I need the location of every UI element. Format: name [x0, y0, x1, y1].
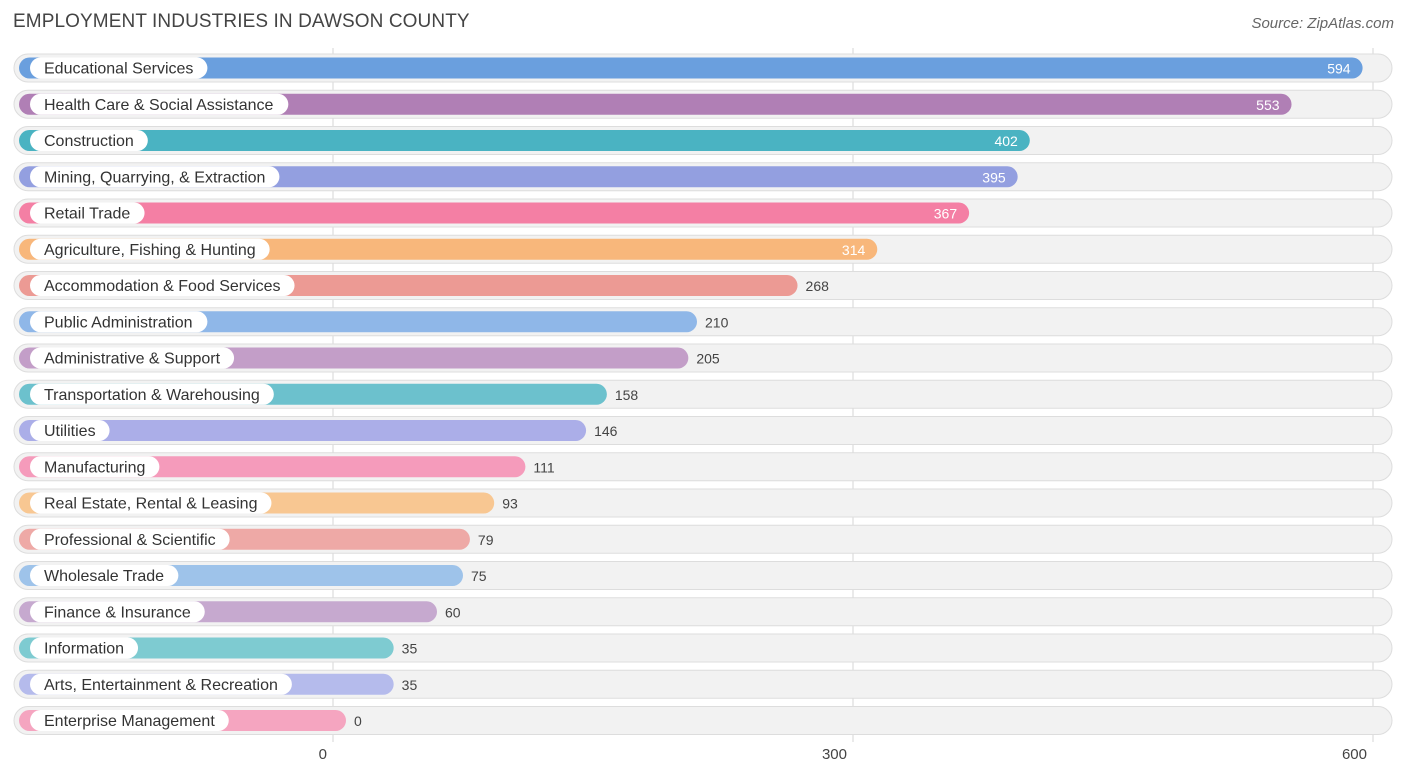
value-label: 367: [934, 206, 958, 222]
x-tick-label: 300: [822, 746, 847, 763]
category-label-pill: [30, 601, 205, 623]
bar-row: Accommodation & Food Services 268: [13, 271, 1393, 300]
value-label: 35: [402, 641, 418, 657]
value-label: 395: [982, 169, 1006, 185]
category-label-pill: [30, 565, 179, 586]
category-label: Public Administration: [44, 314, 193, 331]
bar-row: Educational Services 594: [13, 53, 1393, 83]
value-label: 93: [502, 496, 518, 512]
category-label: Finance & Insurance: [44, 604, 191, 621]
category-label: Arts, Entertainment & Recreation: [44, 677, 278, 694]
value-label: 158: [615, 387, 639, 403]
bar-row: Wholesale Trade 75: [13, 561, 1393, 590]
chart-title: EMPLOYMENT INDUSTRIES IN DAWSON COUNTY: [13, 11, 470, 32]
bar-row: Manufacturing 111: [13, 452, 1393, 482]
value-label: 111: [533, 459, 554, 475]
category-label-pill: [30, 202, 145, 224]
category-label-pill: [30, 130, 148, 151]
bar-row: Health Care & Social Assistance 553: [13, 89, 1393, 119]
bar: [19, 130, 1030, 151]
value-label: 35: [402, 677, 418, 693]
category-label-pill: [30, 637, 139, 659]
x-tick-label: 0: [319, 746, 327, 763]
bar-row: Enterprise Management 0: [13, 706, 1393, 735]
category-label: Accommodation & Food Services: [44, 278, 281, 295]
category-label-pill: [30, 57, 208, 79]
category-label-pill: [30, 166, 280, 188]
category-label: Retail Trade: [44, 206, 130, 223]
category-label-pill: [30, 238, 270, 260]
category-label-pill: [30, 93, 289, 115]
bar: [19, 202, 970, 224]
category-label: Agriculture, Fishing & Hunting: [44, 242, 256, 259]
category-label: Health Care & Social Assistance: [44, 97, 274, 114]
category-label-pill: [30, 492, 272, 514]
value-label: 314: [842, 242, 866, 258]
category-label-pill: [30, 456, 160, 478]
value-label: 146: [594, 423, 618, 439]
bar-row: Information 35: [13, 633, 1393, 663]
bar-track: [13, 706, 1393, 735]
category-label: Educational Services: [44, 61, 193, 78]
category-label: Construction: [44, 133, 134, 150]
bar-row: Public Administration 210: [13, 307, 1393, 337]
bar-row: Retail Trade 367: [13, 198, 1393, 228]
value-label: 268: [806, 278, 830, 294]
bar-row: Administrative & Support 205: [13, 343, 1393, 373]
value-label: 594: [1327, 61, 1351, 77]
bar-row: Arts, Entertainment & Recreation 35: [13, 669, 1393, 699]
category-label-pill: [30, 347, 235, 369]
bar-row: Professional & Scientific 79: [13, 524, 1393, 554]
category-label: Transportation & Warehousing: [44, 387, 260, 404]
bar-row: Finance & Insurance 60: [13, 597, 1393, 627]
category-label: Administrative & Support: [44, 351, 221, 368]
value-label: 79: [478, 532, 494, 548]
chart-source: Source: ZipAtlas.com: [1251, 15, 1394, 32]
value-label: 553: [1256, 97, 1280, 113]
value-label: 210: [705, 314, 729, 330]
bar-row: Agriculture, Fishing & Hunting 314: [13, 234, 1393, 264]
value-label: 402: [994, 133, 1018, 149]
value-label: 60: [445, 604, 461, 620]
bar-row: Mining, Quarrying, & Extraction 395: [13, 162, 1393, 192]
bar-row: Transportation & Warehousing 158: [13, 379, 1393, 409]
category-label: Mining, Quarrying, & Extraction: [44, 169, 265, 186]
category-label: Manufacturing: [44, 459, 145, 476]
value-label: 75: [471, 568, 487, 584]
category-label-pill: [30, 673, 292, 695]
category-label: Real Estate, Rental & Leasing: [44, 496, 257, 513]
bar-row: Real Estate, Rental & Leasing 93: [13, 488, 1393, 518]
value-label: 0: [354, 713, 362, 729]
category-label-pill: [30, 275, 295, 296]
category-label-pill: [30, 383, 274, 405]
bar-row: Utilities 146: [13, 416, 1393, 445]
bar: [19, 57, 1363, 79]
category-label-pill: [30, 710, 229, 731]
category-label-pill: [30, 311, 208, 333]
category-label-pill: [30, 420, 110, 441]
category-label-pill: [30, 528, 230, 550]
category-label: Enterprise Management: [44, 713, 215, 730]
category-label: Professional & Scientific: [44, 532, 216, 549]
value-label: 205: [696, 351, 720, 367]
x-tick-label: 600: [1342, 746, 1367, 763]
category-label: Information: [44, 641, 124, 658]
bar: [19, 93, 1292, 115]
category-label: Wholesale Trade: [44, 568, 164, 585]
bar: [19, 420, 587, 441]
bar-row: Construction 402: [13, 126, 1393, 155]
category-label: Utilities: [44, 423, 96, 440]
